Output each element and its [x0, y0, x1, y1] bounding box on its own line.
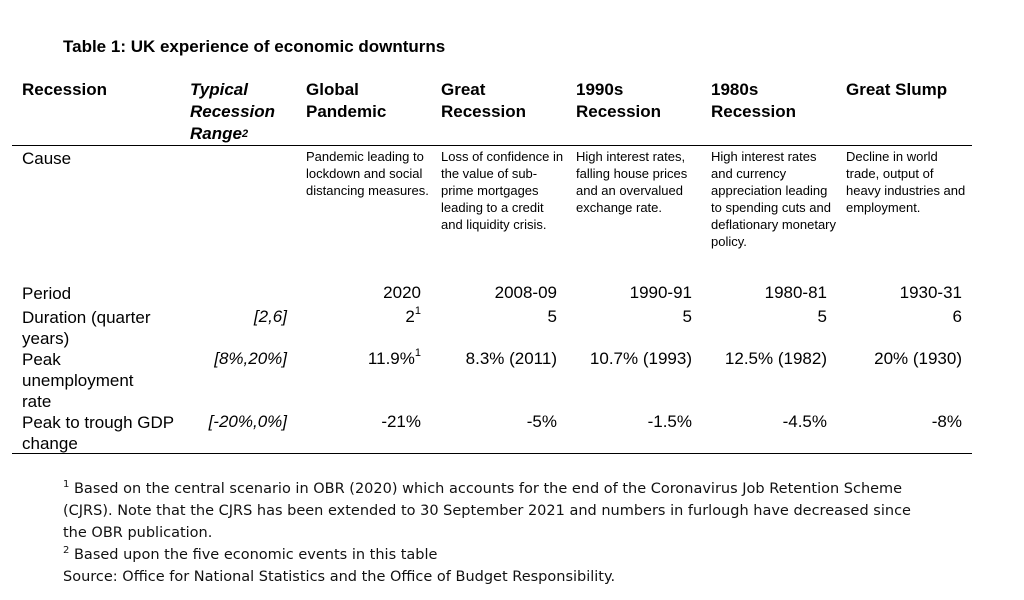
cause-1980s: High interest rates and currency appreci… [711, 149, 837, 249]
row-label-unemployment: Peak unemployment rate [22, 350, 134, 411]
footnote-2-marker: 2 [63, 545, 70, 557]
unemployment-pandemic-value: 11.9% [367, 349, 415, 368]
cause-great-slump: Decline in world trade, output of heavy … [846, 149, 966, 215]
gdp-1980s: -4.5% [782, 412, 827, 431]
unemployment-1990s: 10.7% (1993) [589, 349, 692, 368]
header-great-rec-line1: Great [441, 80, 486, 99]
unemployment-great-slump: 20% (1930) [874, 349, 962, 368]
duration-typical-range: [2,6] [253, 307, 287, 326]
period-1990s: 1990-91 [629, 283, 692, 302]
gdp-pandemic: -21% [381, 412, 421, 431]
header-typical-line2: Recession [190, 102, 276, 121]
period-great-slump: 1930-31 [899, 283, 962, 302]
row-label-duration: Duration (quarter years) [22, 308, 151, 348]
header-pandemic-line2: Pandemic [306, 102, 387, 121]
row-label-cause: Cause [22, 149, 72, 168]
header-recession: Recession [22, 80, 108, 99]
gdp-great-slump: -8% [931, 412, 962, 431]
footnotes: 1 Based on the central scenario in OBR (… [63, 478, 933, 588]
header-1990s-line2: Recession [576, 102, 662, 121]
header-pandemic-line1: Global [306, 80, 359, 99]
table-title: Table 1: UK experience of economic downt… [63, 37, 446, 56]
footnote-1: 1 Based on the central scenario in OBR (… [63, 478, 933, 544]
header-1980s-recession: 1980s Recession [711, 79, 796, 123]
header-divider [12, 145, 972, 146]
duration-1990s: 5 [682, 307, 692, 326]
period-1980s: 1980-81 [764, 283, 827, 302]
header-typical-range: Typical Recession Range2 [190, 79, 275, 147]
duration-pandemic-footnote-marker: 1 [414, 305, 421, 318]
gdp-great-recession: -5% [526, 412, 557, 431]
footnote-2: 2 Based upon the five economic events in… [63, 544, 933, 566]
source-note: Source: Office for National Statistics a… [63, 569, 616, 585]
gdp-1990s: -1.5% [647, 412, 692, 431]
unemployment-typical-range: [8%,20%] [214, 349, 287, 368]
duration-pandemic-value: 2 [405, 307, 415, 326]
header-typical-footnote-marker: 2 [241, 128, 249, 140]
duration-great-slump: 6 [952, 307, 962, 326]
header-global-pandemic: Global Pandemic [306, 79, 386, 123]
table-bottom-rule [12, 453, 972, 454]
footnote-1-marker: 1 [63, 479, 70, 491]
header-great-slump: Great Slump [846, 80, 948, 99]
header-1990s-recession: 1990s Recession [576, 79, 661, 123]
header-great-rec-line2: Recession [441, 102, 527, 121]
header-1980s-line1: 1980s [711, 80, 759, 99]
unemployment-1980s: 12.5% (1982) [724, 349, 827, 368]
period-great-recession: 2008-09 [494, 283, 557, 302]
footnote-2-text: Based upon the five economic events in t… [73, 547, 438, 563]
gdp-typical-range: [-20%,0%] [208, 412, 287, 431]
footnote-1-text: Based on the central scenario in OBR (20… [63, 481, 911, 541]
header-1980s-line2: Recession [711, 102, 797, 121]
cause-pandemic: Pandemic leading to lockdown and social … [306, 149, 429, 198]
duration-1980s: 5 [817, 307, 827, 326]
header-typical-line1: Typical [190, 80, 248, 99]
duration-great-recession: 5 [547, 307, 557, 326]
header-1990s-line1: 1990s [576, 80, 624, 99]
row-label-period: Period [22, 284, 72, 303]
duration-pandemic: 21 [405, 305, 421, 327]
unemployment-pandemic: 11.9%1 [367, 347, 421, 369]
unemployment-pandemic-footnote-marker: 1 [414, 347, 421, 360]
cause-great-recession: Loss of confidence in the value of sub-p… [441, 149, 564, 232]
header-typical-line3: Range [190, 124, 242, 143]
cause-1990s: High interest rates, falling house price… [576, 149, 688, 215]
unemployment-great-recession: 8.3% (2011) [465, 349, 557, 368]
header-great-recession: Great Recession [441, 79, 526, 123]
row-label-gdp: Peak to trough GDP change [22, 413, 174, 453]
period-pandemic: 2020 [383, 283, 421, 302]
